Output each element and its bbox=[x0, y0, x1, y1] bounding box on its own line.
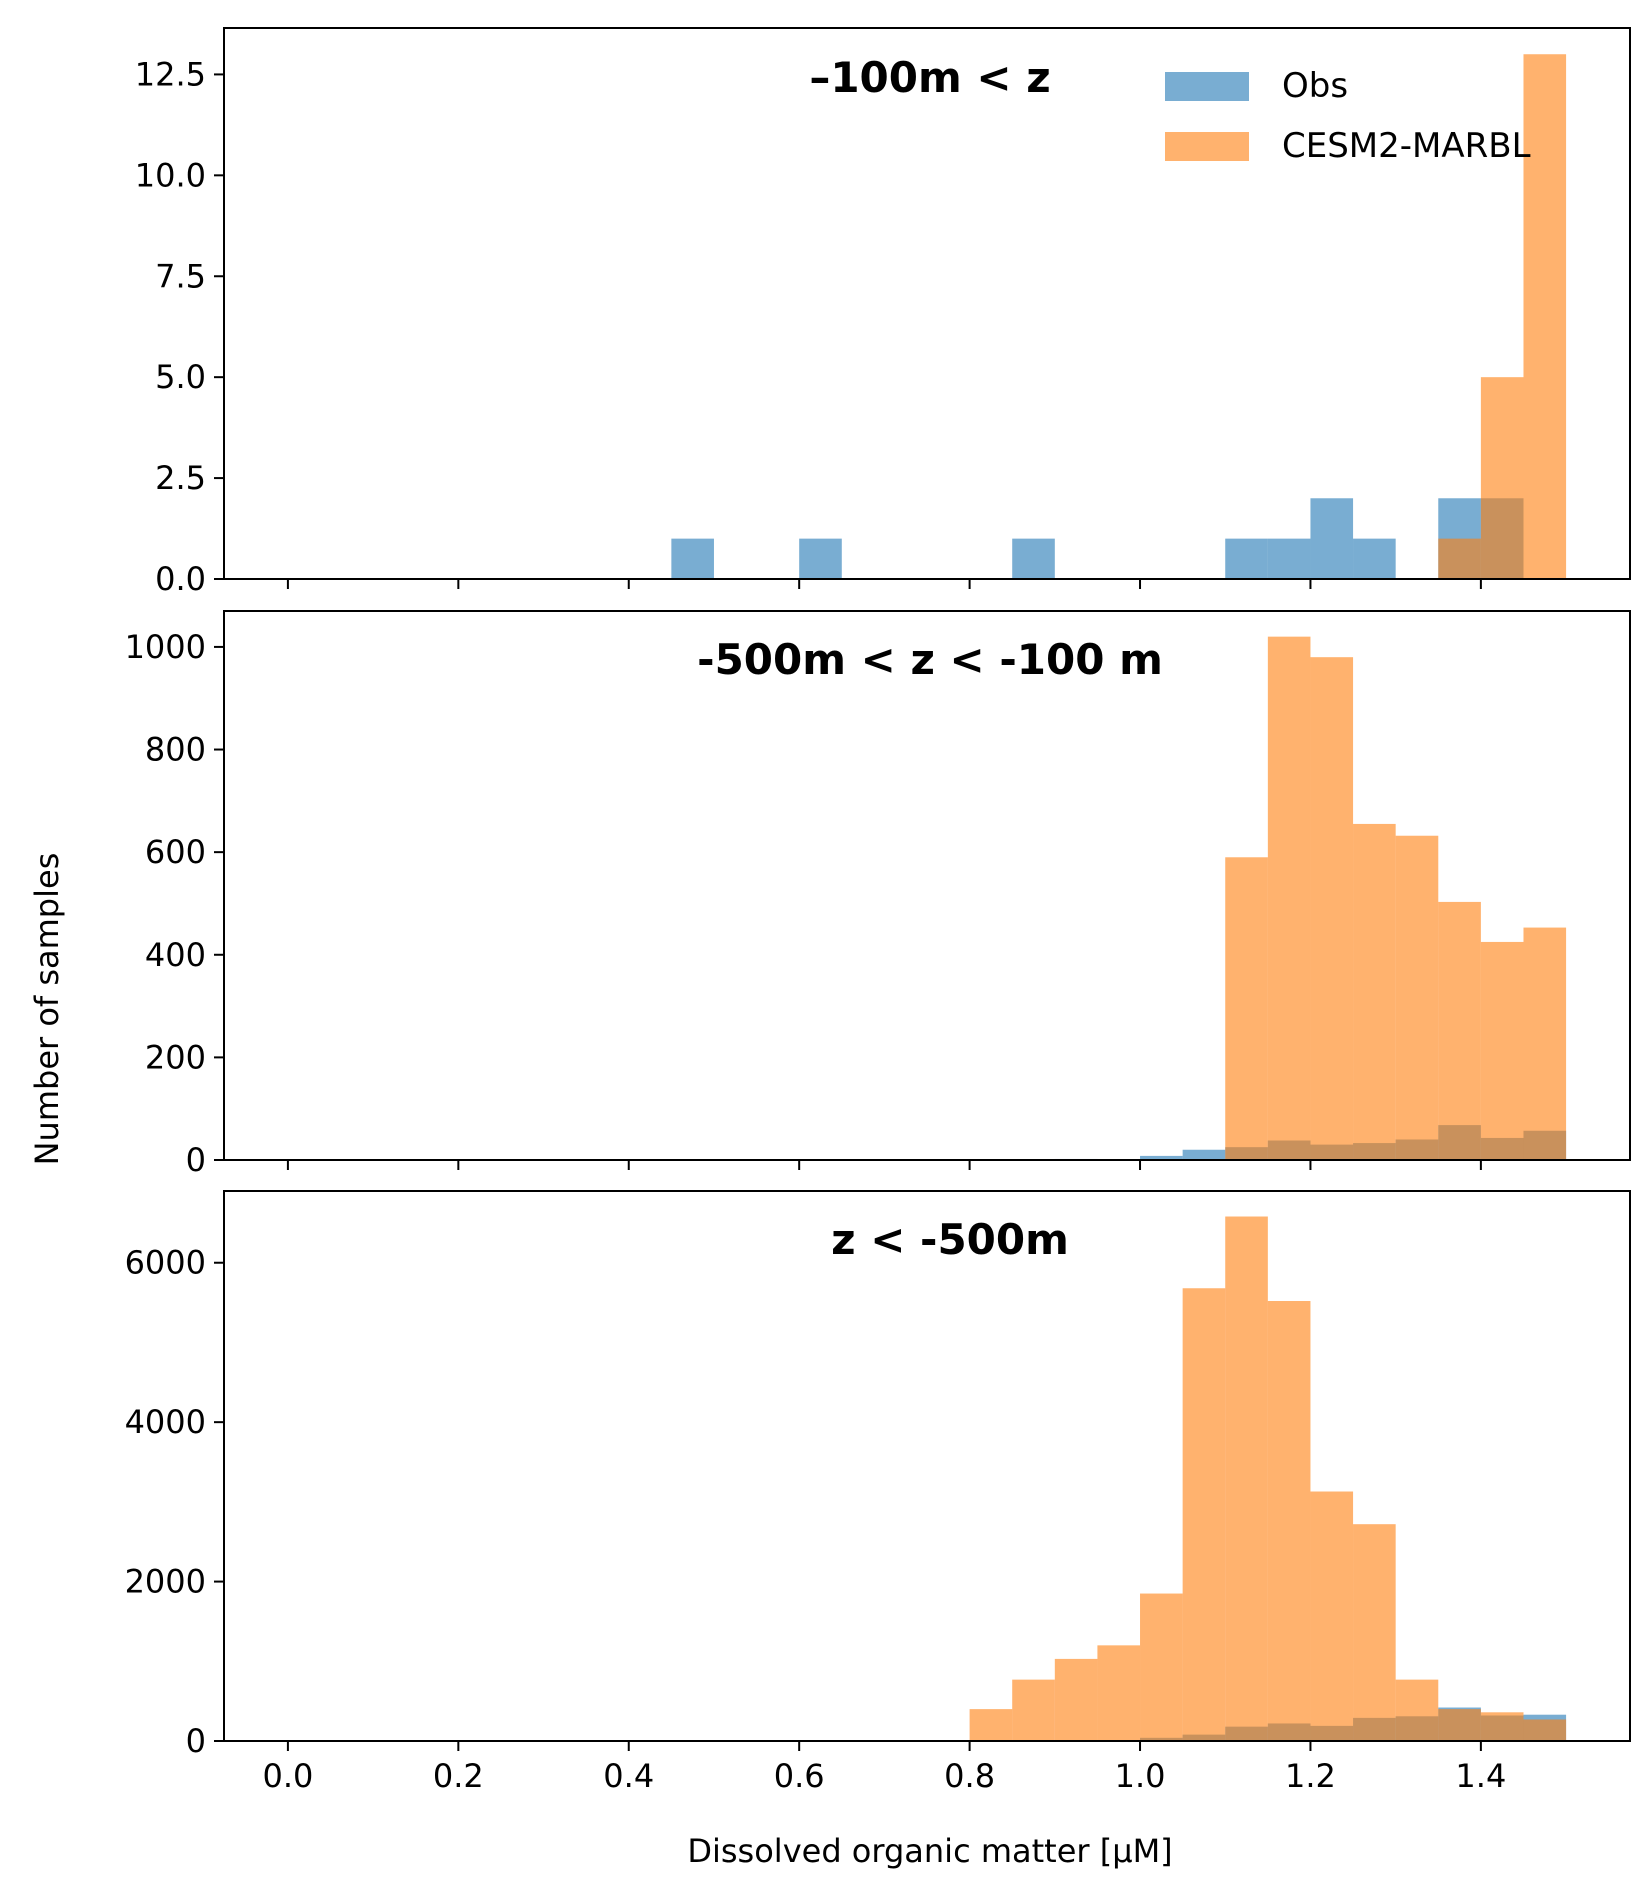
x-tick-label: 0.2 bbox=[433, 1757, 484, 1795]
histogram-bar bbox=[1097, 1645, 1141, 1741]
panel-title: -500m < z < -100 m bbox=[697, 635, 1163, 684]
x-tick-label: 1.4 bbox=[1455, 1757, 1506, 1795]
y-tick-label: 10.0 bbox=[135, 156, 206, 194]
series-cesm2-marbl-bars bbox=[1225, 636, 1567, 1160]
y-tick-label: 2.5 bbox=[155, 459, 206, 497]
histogram-bar bbox=[1012, 1679, 1055, 1741]
axes-frame bbox=[223, 610, 1631, 1161]
y-tick-label: 0 bbox=[186, 1722, 206, 1760]
histogram-bar bbox=[1523, 927, 1567, 1160]
histogram-bar bbox=[1395, 835, 1439, 1160]
histogram-bar bbox=[1353, 538, 1396, 579]
y-tick-label: 800 bbox=[145, 731, 206, 769]
histogram-bar bbox=[1182, 1149, 1226, 1160]
legend-label: CESM2-MARBL bbox=[1282, 126, 1531, 166]
series-obs-bars bbox=[671, 498, 1524, 579]
y-axis-label: Number of samples bbox=[28, 853, 66, 1166]
x-tick-label: 0.0 bbox=[262, 1757, 313, 1795]
y-tick-label: 1000 bbox=[125, 628, 206, 666]
histogram-bar bbox=[1054, 1658, 1098, 1741]
histogram-bar bbox=[799, 538, 842, 579]
y-tick-label: 6000 bbox=[125, 1244, 206, 1282]
legend-swatch bbox=[1165, 132, 1249, 161]
histogram-bar bbox=[1140, 1593, 1183, 1741]
histogram-bar bbox=[1438, 538, 1481, 579]
x-tick-label: 1.0 bbox=[1115, 1757, 1166, 1795]
legend-label: Obs bbox=[1282, 66, 1348, 106]
histogram-bar bbox=[1480, 941, 1524, 1160]
x-axis-label: Dissolved organic matter [µM] bbox=[687, 1832, 1172, 1870]
histogram-bar bbox=[671, 538, 714, 579]
y-tick-label: 7.5 bbox=[155, 257, 206, 295]
histogram-bar bbox=[1267, 538, 1311, 579]
histogram-bar bbox=[1353, 823, 1396, 1160]
y-tick-label: 400 bbox=[145, 936, 206, 974]
histogram-bar bbox=[1267, 1301, 1311, 1741]
y-tick-label: 5.0 bbox=[155, 358, 206, 396]
histogram-bar bbox=[1480, 1712, 1524, 1741]
y-tick-label: 2000 bbox=[125, 1563, 206, 1601]
histogram-bar bbox=[1353, 1524, 1396, 1741]
histogram-bar bbox=[1012, 538, 1055, 579]
histogram-bar bbox=[1438, 901, 1481, 1160]
histogram-bar bbox=[1310, 657, 1354, 1160]
x-tick-label: 0.4 bbox=[603, 1757, 654, 1795]
y-tick-label: 0.0 bbox=[155, 560, 206, 598]
histogram-bar bbox=[1523, 54, 1567, 580]
histogram-bar bbox=[1310, 1491, 1354, 1741]
x-tick-label: 0.8 bbox=[944, 1757, 995, 1795]
legend-swatch bbox=[1165, 72, 1249, 101]
histogram-bar bbox=[1310, 498, 1354, 579]
histogram-bar bbox=[1182, 1288, 1226, 1741]
histogram-bar bbox=[1523, 1719, 1567, 1741]
axes-frame bbox=[223, 1190, 1631, 1742]
panel-1: 0.0 2.5 5.0 7.5 10.0 12.5 –100m < z bbox=[135, 27, 1631, 598]
y-tick-label: 4000 bbox=[125, 1403, 206, 1441]
panel-2: 0 200 400 600 800 1000 -500m < z < -100 m bbox=[125, 610, 1631, 1179]
panel-title: z < -500m bbox=[831, 1215, 1069, 1264]
histogram-bar bbox=[1140, 1155, 1183, 1160]
panel-title: –100m < z bbox=[809, 53, 1050, 102]
series-cesm2-marbl-bars bbox=[969, 1216, 1567, 1741]
y-tick-label: 200 bbox=[145, 1038, 206, 1076]
histogram-bar bbox=[1480, 377, 1524, 579]
axes-frame bbox=[223, 27, 1631, 580]
y-tick-label: 600 bbox=[145, 833, 206, 871]
histogram-bar bbox=[1267, 636, 1311, 1160]
histogram-bar bbox=[1438, 1709, 1481, 1741]
histogram-bar bbox=[1225, 538, 1268, 579]
histogram-bar bbox=[969, 1709, 1013, 1741]
y-tick-label: 0 bbox=[186, 1141, 206, 1179]
x-tick-label: 0.6 bbox=[774, 1757, 825, 1795]
panel-3: 0 2000 4000 6000 0.0 0.2 0.4 0.6 0.8 1.0 1.2 1.4 z <… bbox=[125, 1190, 1631, 1795]
histogram-bar bbox=[1225, 1216, 1268, 1741]
histogram-bar bbox=[1395, 1679, 1439, 1741]
x-tick-label: 1.2 bbox=[1285, 1757, 1336, 1795]
legend: Obs CESM2-MARBL bbox=[1165, 66, 1531, 166]
series-cesm2-marbl-bars bbox=[1438, 54, 1567, 580]
y-tick-label: 12.5 bbox=[135, 55, 206, 93]
histogram-bar bbox=[1225, 857, 1268, 1160]
